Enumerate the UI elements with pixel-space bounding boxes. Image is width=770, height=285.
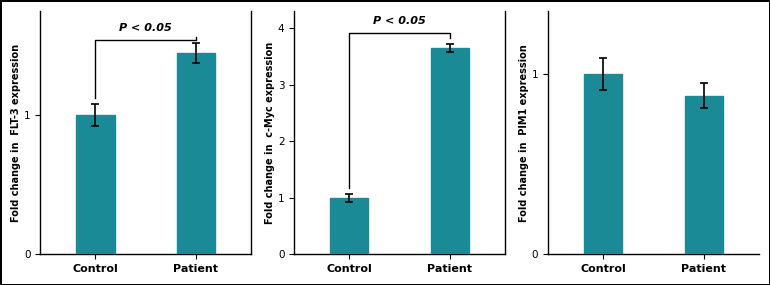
Text: P < 0.05: P < 0.05 [373, 16, 426, 26]
Y-axis label: Fold change in  PIM1 expression: Fold change in PIM1 expression [519, 44, 529, 221]
Bar [76, 115, 115, 254]
Y-axis label: Fold change in  c-Myc expression: Fold change in c-Myc expression [265, 42, 275, 224]
Bar [584, 74, 622, 254]
Bar [330, 198, 368, 254]
Bar [685, 96, 723, 254]
Bar [177, 53, 215, 254]
Bar [430, 48, 469, 254]
Text: P < 0.05: P < 0.05 [119, 23, 172, 33]
Y-axis label: Fold change in  FLT-3 expression: Fold change in FLT-3 expression [11, 44, 21, 222]
